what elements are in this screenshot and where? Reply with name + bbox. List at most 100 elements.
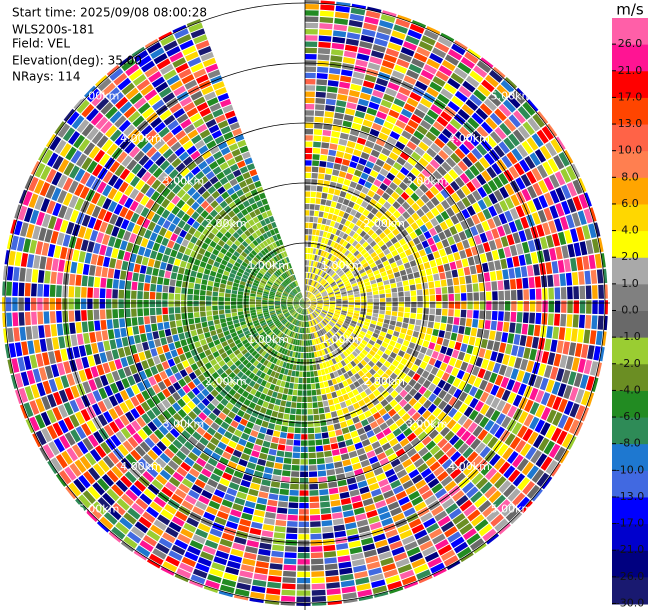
radar-cell [460, 309, 467, 318]
radar-cell [416, 534, 431, 546]
radar-cell [111, 484, 124, 497]
radar-cell [415, 257, 423, 265]
radar-cell [405, 463, 416, 474]
radar-cell [448, 340, 456, 349]
radar-cell [277, 312, 283, 317]
radar-cell [305, 303, 309, 307]
radar-cell [172, 391, 181, 402]
radar-cell [390, 315, 397, 321]
radar-cell [459, 249, 467, 259]
radar-cell [266, 505, 277, 513]
radar-cell [44, 324, 51, 338]
radar-cell [364, 410, 372, 418]
radar-cell [440, 188, 450, 199]
radar-cell [348, 297, 354, 301]
radar-cell [168, 550, 183, 562]
radar-cell [275, 308, 282, 312]
radar-cell [307, 254, 310, 260]
radar-cell [312, 364, 317, 371]
radar-cell [60, 375, 70, 389]
radar-cell [479, 310, 486, 320]
radar-cell [246, 494, 258, 503]
radar-cell [188, 467, 200, 478]
radar-cell [309, 502, 320, 509]
radar-cell [363, 321, 370, 327]
radar-cell [316, 268, 320, 275]
radar-cell [207, 280, 214, 287]
radar-cell [415, 319, 422, 326]
radar-cell [310, 298, 316, 301]
radar-cell [347, 214, 354, 222]
radar-cell [549, 205, 559, 219]
radar-cell [309, 254, 313, 260]
radar-cell [333, 343, 339, 349]
radar-cell [305, 191, 311, 197]
radar-cell [553, 155, 565, 170]
radar-cell [283, 564, 297, 571]
radar-cell [159, 469, 172, 481]
radar-cell [255, 438, 264, 446]
radar-cell [234, 536, 247, 545]
radar-cell [478, 523, 493, 537]
radar-cell [118, 299, 124, 309]
radar-cell [430, 207, 440, 217]
radar-cell [385, 87, 398, 97]
radar-cell [306, 309, 309, 315]
radar-cell [43, 311, 50, 324]
radar-cell [354, 143, 364, 151]
radar-cell [590, 269, 598, 284]
radar-cell [134, 334, 141, 344]
radar-cell [308, 308, 312, 313]
radar-cell [29, 354, 38, 369]
radar-cell [419, 540, 434, 551]
radar-cell [462, 528, 477, 541]
radar-cell [313, 141, 321, 148]
radar-cell [354, 348, 361, 355]
radar-cell [281, 425, 288, 433]
radar-cell [146, 529, 161, 542]
radar-cell [350, 396, 358, 404]
radar-cell [275, 310, 282, 314]
radar-cell [296, 590, 311, 596]
radar-cell [444, 54, 460, 66]
radar-cell [295, 346, 299, 352]
radar-cell [397, 311, 404, 317]
radar-cell [287, 306, 294, 309]
radar-cell [302, 303, 305, 308]
radar-cell [364, 444, 374, 453]
radar-cell [471, 112, 484, 125]
radar-cell [385, 306, 392, 311]
radar-cell [314, 318, 319, 324]
radar-cell [410, 336, 418, 344]
radar-cell [180, 294, 187, 301]
radar-cell [206, 427, 216, 436]
radar-cell [305, 291, 307, 297]
radar-cell [334, 403, 342, 411]
radar-cell [174, 293, 181, 300]
radar-cell [503, 465, 516, 479]
radar-cell [57, 259, 65, 272]
radar-cell [315, 293, 321, 298]
radar-cell [243, 292, 250, 296]
radar-cell [290, 477, 300, 484]
radar-cell [132, 272, 139, 282]
radar-cell [310, 297, 316, 301]
radar-cell [223, 356, 231, 364]
radar-cell [275, 307, 281, 311]
radar-cell [389, 320, 396, 326]
radar-cell [18, 297, 24, 311]
radar-cell [305, 203, 310, 210]
radar-cell [353, 250, 360, 257]
radar-cell [195, 457, 207, 467]
radar-cell [398, 453, 409, 463]
radar-cell [118, 280, 126, 290]
radar-cell [431, 47, 447, 59]
radar-cell [386, 344, 394, 352]
radar-cell [102, 362, 111, 374]
radar-cell [161, 254, 170, 263]
radar-cell [292, 311, 297, 316]
radar-cell [387, 474, 399, 484]
radar-cell [411, 350, 419, 358]
radar-cell [290, 376, 295, 383]
radar-cell [529, 152, 541, 166]
